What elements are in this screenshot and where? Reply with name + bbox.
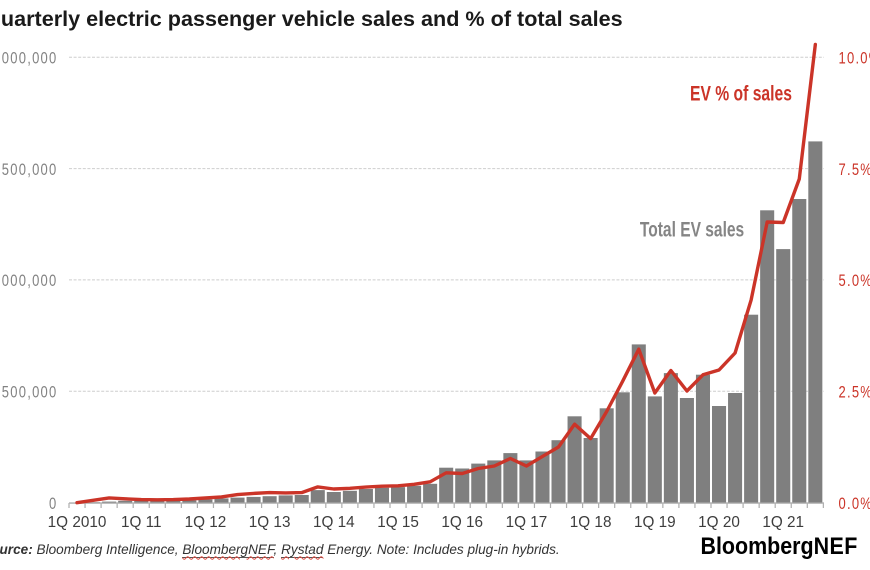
svg-text:2.5%: 2.5% <box>839 383 870 402</box>
svg-text:1,500,000: 1,500,000 <box>0 160 58 179</box>
svg-text:1Q 14: 1Q 14 <box>313 514 355 531</box>
svg-text:Total EV sales: Total EV sales <box>640 217 744 241</box>
svg-text:1Q 12: 1Q 12 <box>185 514 227 531</box>
svg-text:7.5%: 7.5% <box>839 160 870 179</box>
svg-text:5.0%: 5.0% <box>839 271 870 290</box>
svg-text:1Q 17: 1Q 17 <box>506 514 548 531</box>
svg-text:1,000,000: 1,000,000 <box>0 271 58 290</box>
svg-text:1Q 18: 1Q 18 <box>570 514 612 531</box>
svg-text:10.0%: 10.0% <box>839 49 870 68</box>
svg-text:0.0%: 0.0% <box>839 494 870 513</box>
svg-text:1Q 2010: 1Q 2010 <box>48 514 107 531</box>
svg-text:1Q 16: 1Q 16 <box>441 514 483 531</box>
svg-text:500,000: 500,000 <box>2 383 58 402</box>
svg-text:0: 0 <box>49 494 57 513</box>
svg-text:1Q 21: 1Q 21 <box>762 514 804 531</box>
svg-text:1Q 19: 1Q 19 <box>634 514 676 531</box>
svg-text:1Q 11: 1Q 11 <box>121 514 162 531</box>
svg-text:2,000,000: 2,000,000 <box>0 49 58 68</box>
svg-text:1Q 15: 1Q 15 <box>377 514 419 531</box>
svg-text:1Q 13: 1Q 13 <box>249 514 291 531</box>
svg-text:1Q 20: 1Q 20 <box>698 514 740 531</box>
svg-text:EV % of sales: EV % of sales <box>690 81 792 105</box>
